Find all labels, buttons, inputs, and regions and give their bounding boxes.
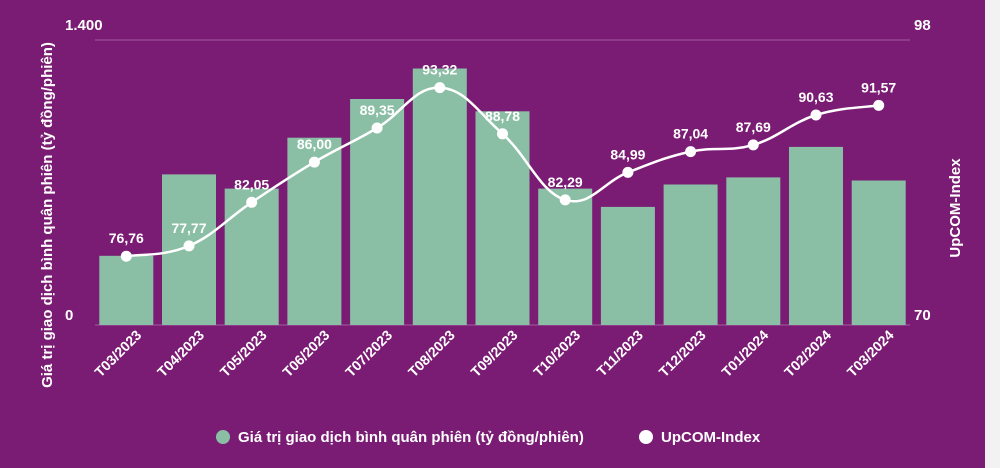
bar-t11-2023 xyxy=(600,206,655,325)
data-label-t10-2023: 82,29 xyxy=(548,174,583,190)
bar-t05-2023 xyxy=(224,188,279,325)
y-left-max-tick: 1.400 xyxy=(65,17,103,34)
data-label-t06-2023: 86,00 xyxy=(297,136,332,152)
data-label-t12-2023: 87,04 xyxy=(673,126,708,142)
axes: 1.400 0 98 70 Giá trị giao dịch bình quâ… xyxy=(39,17,964,388)
data-label-t03-2023: 76,76 xyxy=(109,230,144,246)
x-tick-t09-2023: T09/2023 xyxy=(467,327,520,380)
bar-t03-2024 xyxy=(851,180,906,325)
x-tick-t03-2024: T03/2024 xyxy=(844,327,897,380)
y-right-max-tick: 98 xyxy=(914,17,931,34)
point-t05-2023 xyxy=(246,196,258,208)
y-right-axis-title: UpCOM-Index xyxy=(947,158,964,258)
legend-bar-label: Giá trị giao dịch bình quân phiên (tỷ đồ… xyxy=(238,429,584,446)
point-t08-2023 xyxy=(434,82,446,94)
x-tick-t04-2023: T04/2023 xyxy=(154,327,207,380)
x-tick-t08-2023: T08/2023 xyxy=(405,327,458,380)
data-label-t03-2024: 91,57 xyxy=(861,79,896,95)
point-t04-2023 xyxy=(183,240,195,252)
point-t09-2023 xyxy=(497,128,508,140)
point-t02-2024 xyxy=(810,109,822,121)
y-left-axis-title: Giá trị giao dịch bình quân phiên (tỷ đồ… xyxy=(39,42,56,388)
point-t01-2024 xyxy=(747,139,759,151)
legend-line-marker xyxy=(639,430,653,444)
x-tick-t02-2024: T02/2024 xyxy=(781,327,834,380)
y-right-min-tick: 70 xyxy=(914,307,931,324)
x-tick-t06-2023: T06/2023 xyxy=(279,327,332,380)
y-left-min-tick: 0 xyxy=(65,307,73,324)
data-labels: 76,76 77,77 82,05 86,00 89,35 93,32 88,78 82,29… xyxy=(109,62,897,247)
legend-line-label: UpCOM-Index xyxy=(661,429,761,446)
point-t06-2023 xyxy=(308,156,320,168)
legend-bar-marker xyxy=(216,430,230,444)
bar-t07-2023 xyxy=(350,99,405,325)
bar-t03-2023 xyxy=(99,255,154,325)
point-t10-2023 xyxy=(559,194,571,206)
data-label-t09-2023: 88,78 xyxy=(485,108,520,124)
x-tick-t12-2023: T12/2023 xyxy=(656,327,709,380)
data-label-t02-2024: 90,63 xyxy=(798,89,833,105)
bar-series xyxy=(99,68,906,326)
bar-t02-2024 xyxy=(789,146,843,325)
x-tick-t05-2023: T05/2023 xyxy=(217,327,270,380)
bar-t01-2024 xyxy=(726,177,781,325)
x-tick-t07-2023: T07/2023 xyxy=(342,327,395,380)
bar-t06-2023 xyxy=(287,137,342,325)
x-tick-t01-2024: T01/2024 xyxy=(718,327,771,380)
x-tick-t03-2023: T03/2023 xyxy=(91,327,144,380)
point-t07-2023 xyxy=(371,122,383,134)
point-t12-2023 xyxy=(685,146,697,158)
legend: Giá trị giao dịch bình quân phiên (tỷ đồ… xyxy=(216,429,761,446)
line-series xyxy=(120,82,885,262)
point-t03-2024 xyxy=(873,99,885,111)
data-label-t07-2023: 89,35 xyxy=(360,102,395,118)
bar-t12-2023 xyxy=(663,184,718,325)
x-tick-t11-2023: T11/2023 xyxy=(593,327,646,380)
x-tick-t10-2023: T10/2023 xyxy=(530,327,583,380)
point-t03-2023 xyxy=(120,250,132,262)
bar-t08-2023 xyxy=(412,68,467,325)
point-t11-2023 xyxy=(622,166,634,178)
bar-t10-2023 xyxy=(538,188,593,325)
x-axis-labels: T03/2023 T04/2023 T05/2023 T06/2023 T07/2023… xyxy=(91,327,897,380)
data-label-t05-2023: 82,05 xyxy=(234,176,269,192)
data-label-t08-2023: 93,32 xyxy=(422,62,457,78)
data-label-t11-2023: 84,99 xyxy=(610,146,645,162)
data-label-t01-2024: 87,69 xyxy=(736,119,771,135)
data-label-t04-2023: 77,77 xyxy=(171,220,206,236)
bar-t09-2023 xyxy=(475,111,530,326)
